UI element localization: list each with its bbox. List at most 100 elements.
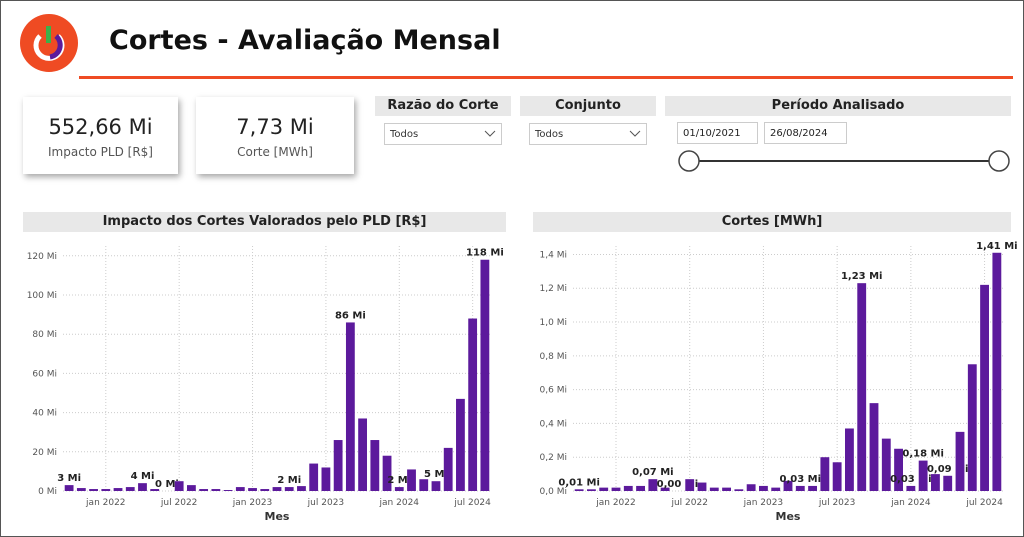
- x-tick-label: jan 2024: [890, 498, 931, 508]
- bar: [333, 440, 343, 491]
- data-label: 1,23 Mi: [841, 271, 883, 282]
- x-tick-label: jan 2024: [379, 498, 420, 508]
- dropdown[interactable]: Todos: [384, 123, 502, 145]
- dropdown[interactable]: Todos: [529, 123, 647, 145]
- bar: [771, 487, 781, 491]
- bar: [722, 487, 731, 491]
- bar: [113, 488, 123, 491]
- y-tick-label: 0,6 Mi: [540, 386, 567, 396]
- kpi-label: Impacto PLD [R$]: [48, 145, 153, 159]
- bar: [284, 487, 294, 491]
- dropdown-value: Todos: [535, 129, 564, 140]
- data-label: 4 Mi: [131, 471, 155, 482]
- bar: [248, 488, 257, 491]
- chevron: [629, 130, 641, 137]
- date-input[interactable]: 26/08/2024: [764, 122, 847, 144]
- y-tick-label: 100 Mi: [27, 291, 57, 301]
- bar: [272, 487, 282, 491]
- bar: [235, 487, 245, 491]
- y-tick-label: 20 Mi: [32, 448, 57, 458]
- bar: [845, 428, 854, 491]
- bar: [297, 486, 306, 491]
- x-tick-label: jan 2022: [85, 498, 126, 508]
- filter-header: Período Analisado: [665, 96, 1011, 116]
- bar: [636, 485, 645, 491]
- bar: [223, 490, 233, 491]
- bar: [894, 448, 903, 491]
- kpi-label: Corte [MWh]: [237, 145, 313, 159]
- kpi-card: 7,73 Mi Corte [MWh]: [196, 97, 354, 174]
- data-label: 0,01 Mi: [558, 477, 600, 488]
- chart-title: Impacto dos Cortes Valorados pelo PLD [R…: [23, 212, 506, 232]
- data-label: 0,09 Mi: [927, 464, 969, 475]
- bar: [587, 489, 596, 491]
- bar: [407, 469, 416, 491]
- filter-header: Razão do Corte: [375, 96, 511, 116]
- bar: [857, 283, 867, 491]
- y-tick-label: 1,4 Mi: [540, 250, 567, 260]
- bar: [955, 431, 965, 491]
- bar: [370, 440, 380, 491]
- bar: [456, 398, 465, 491]
- bar: [419, 479, 429, 491]
- x-tick-label: jan 2022: [595, 498, 636, 508]
- chevron: [484, 130, 496, 137]
- range-slider[interactable]: [677, 149, 1011, 173]
- bar: [623, 485, 633, 491]
- bar: [980, 284, 989, 491]
- bar: [599, 487, 609, 491]
- y-tick-label: 80 Mi: [32, 330, 57, 340]
- data-label: 118 Mi: [466, 248, 504, 259]
- bar: [808, 485, 817, 491]
- bar: [64, 485, 74, 491]
- y-tick-label: 120 Mi: [27, 252, 57, 262]
- data-label: 0,18 Mi: [902, 449, 944, 460]
- bar: [881, 438, 891, 491]
- bar: [138, 483, 147, 491]
- bar: [685, 479, 695, 491]
- bar: [480, 259, 490, 491]
- bar: [443, 447, 453, 491]
- y-tick-label: 0,4 Mi: [540, 419, 567, 429]
- kpi-value: 7,73 Mi: [236, 115, 314, 139]
- bar: [260, 489, 270, 491]
- data-label: 0,03 Mi: [890, 474, 932, 485]
- bar: [709, 487, 719, 491]
- data-label: 0,07 Mi: [632, 467, 674, 478]
- x-tick-label: jul 2022: [160, 498, 197, 508]
- bar: [76, 488, 86, 491]
- x-axis-title: Mes: [265, 510, 290, 523]
- bar: [759, 485, 768, 491]
- x-axis-title: Mes: [776, 510, 801, 523]
- y-tick-label: 0,2 Mi: [540, 453, 567, 463]
- data-label: 2 Mi: [387, 475, 411, 486]
- kpi-value: 552,66 Mi: [48, 115, 153, 139]
- page-title: Cortes - Avaliação Mensal: [109, 25, 501, 56]
- bar: [199, 489, 209, 491]
- logo: [20, 14, 78, 72]
- date-input[interactable]: 01/10/2021: [677, 122, 758, 144]
- y-tick-label: 0,0 Mi: [540, 487, 567, 497]
- bar: [746, 484, 756, 491]
- data-label: 2 Mi: [277, 475, 301, 486]
- x-tick-label: jul 2023: [307, 498, 344, 508]
- bar: [174, 481, 184, 491]
- data-label: 0,03 Mi: [780, 474, 822, 485]
- bar: [906, 485, 916, 491]
- x-tick-label: jul 2024: [965, 498, 1003, 508]
- bar: [394, 487, 404, 491]
- y-tick-label: 0,8 Mi: [540, 352, 567, 362]
- data-label: 0 Mi: [155, 479, 179, 490]
- bar: [918, 460, 928, 491]
- bar: [309, 463, 319, 491]
- bar: [431, 481, 441, 491]
- bar: [967, 364, 977, 491]
- bar: [931, 474, 940, 491]
- bar: [832, 462, 842, 491]
- x-tick-label: jul 2023: [818, 498, 855, 508]
- x-tick-label: jan 2023: [743, 498, 784, 508]
- bar: [125, 487, 135, 491]
- bar: [89, 489, 98, 491]
